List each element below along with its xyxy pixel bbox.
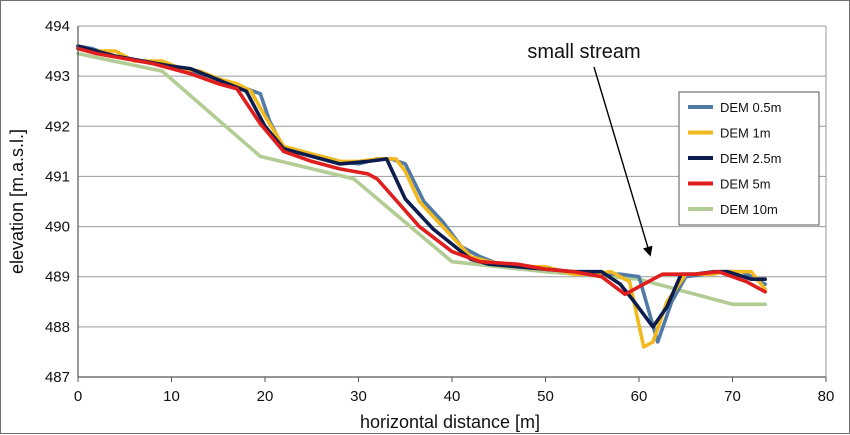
series-layer <box>76 44 767 349</box>
annotation: small stream <box>527 41 653 257</box>
axes-layer: 487 488 489 490 491 492 493 494 0 10 20 30 40 50 60 70 8… <box>7 18 834 432</box>
annotation-arrow <box>593 66 653 257</box>
x-tick-label: 40 <box>444 388 461 405</box>
x-tick-label: 30 <box>350 388 367 405</box>
x-tick-label: 50 <box>537 388 554 405</box>
y-tick-label: 488 <box>45 319 70 336</box>
legend-label: DEM 10m <box>720 202 778 217</box>
series-line-dem-2-5m <box>76 44 767 329</box>
x-tick-label: 60 <box>631 388 648 405</box>
legend-label: DEM 1m <box>720 126 771 141</box>
legend-label: DEM 0.5m <box>720 100 781 115</box>
y-axis-title: elevation [m.a.s.l.] <box>7 129 27 274</box>
y-tick-label: 492 <box>45 118 70 135</box>
x-tick-label: 20 <box>257 388 274 405</box>
x-tick-label: 70 <box>724 388 741 405</box>
y-tick-label: 489 <box>45 269 70 286</box>
y-tick-label: 487 <box>45 369 70 386</box>
y-tick-label: 493 <box>45 68 70 85</box>
legend: DEM 0.5m DEM 1m DEM 2.5m DEM 5m DEM 10m <box>678 91 820 226</box>
series-line-dem-10m <box>76 51 767 307</box>
x-axis-title: horizontal distance [m] <box>360 412 540 432</box>
annotation-label: small stream <box>527 41 640 63</box>
legend-label: DEM 5m <box>720 177 771 192</box>
legend-label: DEM 2.5m <box>720 151 781 166</box>
x-tick-label: 80 <box>818 388 835 405</box>
y-tick-label: 494 <box>45 18 70 35</box>
y-tick-label: 491 <box>45 168 70 185</box>
x-tick-label: 10 <box>163 388 180 405</box>
series-line-dem-5m <box>76 46 767 297</box>
x-tick-label: 0 <box>74 388 82 405</box>
series-line-dem-0-5m <box>76 44 767 344</box>
y-tick-label: 490 <box>45 219 70 236</box>
